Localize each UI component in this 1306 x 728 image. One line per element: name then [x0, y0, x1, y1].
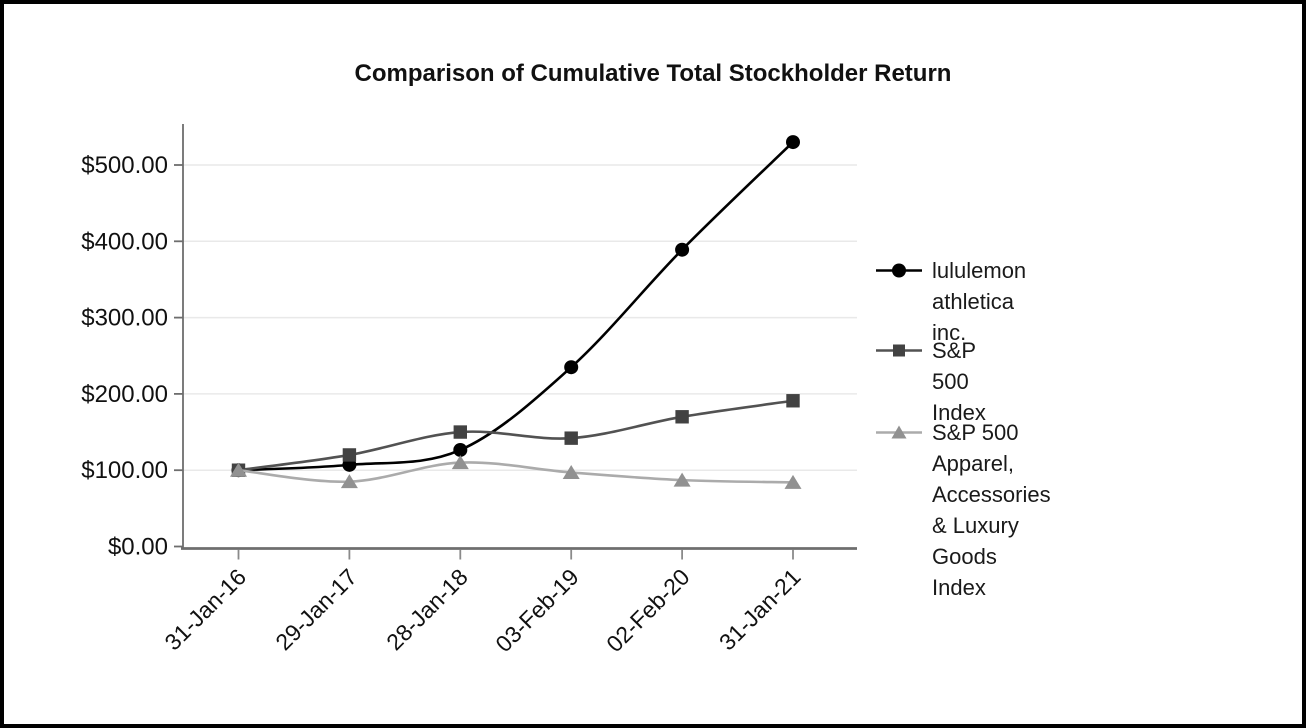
x-tick-label: 31-Jan-21	[714, 564, 806, 656]
data-point-circle	[786, 135, 800, 150]
y-tick-label: $0.00	[108, 534, 168, 561]
plot-area: $0.00 $100.00 $200.00 $300.00 $400.00 $500.00…	[81, 124, 857, 657]
legend-item-apparel-index: S&P 500 Apparel, Accessories & Luxury Go…	[876, 417, 1051, 603]
series-line-1	[238, 399, 794, 472]
x-tick-label: 03-Feb-19	[490, 564, 583, 657]
data-point-square	[786, 394, 800, 408]
x-tick-label: 31-Jan-16	[159, 564, 251, 656]
series-line-0	[238, 141, 794, 472]
y-tick-label: $500.00	[81, 152, 168, 179]
x-tick-label: 28-Jan-18	[381, 564, 473, 656]
data-point-square	[453, 425, 467, 439]
legend-label-apparel-index: S&P 500 Apparel, Accessories & Luxury Go…	[932, 420, 1051, 600]
chart-title: Comparison of Cumulative Total Stockhold…	[354, 60, 952, 87]
data-point-circle	[453, 442, 468, 457]
circle-marker-icon	[876, 263, 922, 278]
data-point-triangle	[230, 462, 247, 477]
data-point-square	[564, 431, 578, 445]
x-tick-label: 29-Jan-17	[270, 564, 362, 656]
triangle-marker-icon	[876, 425, 922, 439]
series-line-2	[238, 461, 794, 484]
y-tick-label: $200.00	[81, 381, 168, 408]
legend-item-sp500: S&P 500 Index	[876, 335, 986, 428]
x-tick-label: 02-Feb-20	[601, 564, 694, 657]
square-marker-icon	[876, 344, 922, 357]
legend-label-sp500: S&P 500 Index	[932, 338, 986, 425]
data-point-square	[675, 410, 689, 424]
data-point-triangle	[562, 464, 580, 479]
data-point-circle	[675, 242, 690, 257]
legend-item-lululemon: lululemon athletica inc.	[876, 255, 1026, 348]
y-tick-label: $300.00	[81, 305, 168, 332]
data-point-circle	[564, 360, 579, 375]
data-point-triangle	[340, 474, 358, 489]
y-tick-label: $400.00	[81, 228, 168, 255]
legend-label-lululemon: lululemon athletica inc.	[932, 258, 1027, 345]
data-point-triangle	[673, 472, 691, 487]
data-point-triangle	[784, 474, 802, 489]
data-point-triangle	[451, 455, 469, 470]
y-tick-label: $100.00	[81, 457, 168, 484]
data-point-square	[342, 448, 357, 462]
